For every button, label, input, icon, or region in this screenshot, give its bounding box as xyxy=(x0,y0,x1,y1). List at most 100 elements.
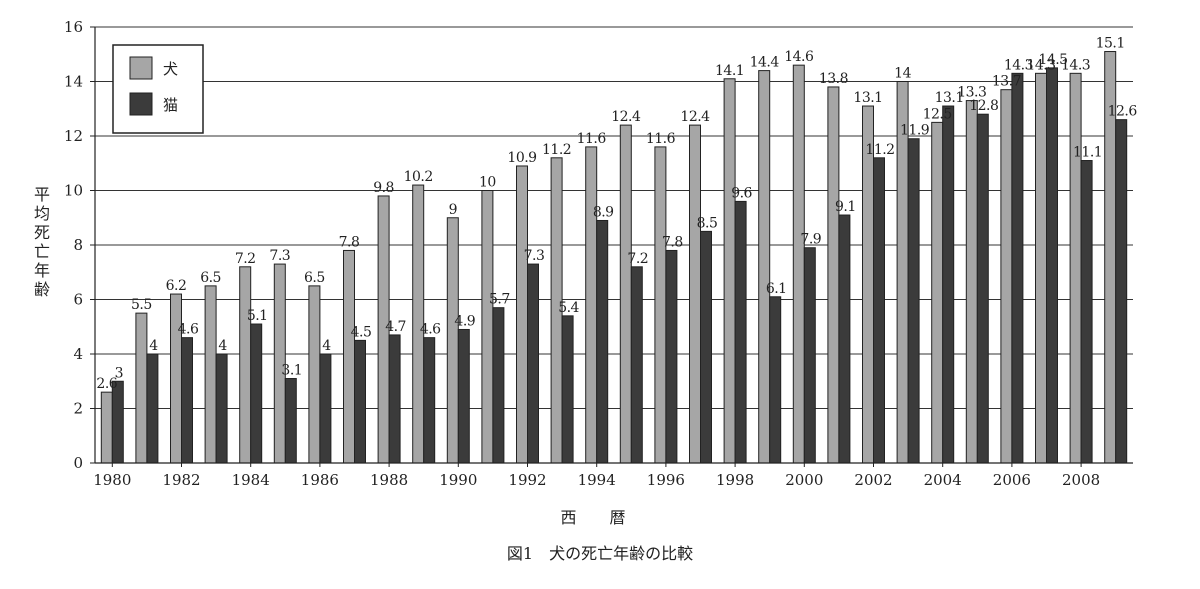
y-axis-label: 平均死亡年齢 xyxy=(33,185,50,299)
bar-cat xyxy=(942,105,955,464)
data-label-dog: 13.3 xyxy=(957,85,986,101)
bar-cat xyxy=(873,157,885,464)
data-label-cat: 9.6 xyxy=(731,185,752,201)
data-label-cat: 4 xyxy=(149,338,158,354)
bar-dog xyxy=(619,124,632,464)
x-tick-label: 1988 xyxy=(370,471,408,489)
data-label-cat: 5.1 xyxy=(247,308,268,324)
data-label-cat: 4.6 xyxy=(420,322,441,338)
data-label-dog: 12.4 xyxy=(611,109,641,125)
data-label-dog: 9.8 xyxy=(373,180,394,196)
gridlines xyxy=(95,26,1133,409)
x-tick-label: 2006 xyxy=(993,471,1031,489)
x-tick-label: 1998 xyxy=(716,471,754,489)
data-label-dog: 6.5 xyxy=(304,270,325,286)
y-tick-label: 8 xyxy=(73,236,83,254)
bar-dog xyxy=(516,165,528,464)
data-label-dog: 11.6 xyxy=(577,131,607,147)
bar-cat xyxy=(976,113,989,464)
data-label-dog: 11.6 xyxy=(646,131,676,147)
x-tick-label: 1996 xyxy=(647,471,685,489)
bar-cat xyxy=(1011,72,1024,464)
bar-dog xyxy=(792,64,805,464)
data-labels: 2.6 5.5 6.2 6.5 7.2 7.3 6.5 7.8 9.8 10.2 9 10 10.9 11… xyxy=(96,36,1137,393)
bar-cat xyxy=(630,266,643,464)
data-label-dog: 10.9 xyxy=(507,150,536,166)
data-label-dog: 13.1 xyxy=(853,90,882,106)
bar-dog xyxy=(689,124,701,464)
bar-dog xyxy=(965,100,978,464)
y-tick-label: 16 xyxy=(64,18,83,36)
bar-dog xyxy=(343,249,355,464)
bar-dog xyxy=(308,285,321,464)
data-label-cat: 7.9 xyxy=(800,232,821,248)
data-label-dog: 14.1 xyxy=(715,63,744,79)
bar-cat xyxy=(146,353,159,464)
data-label-cat: 11.1 xyxy=(1073,145,1102,161)
data-label-cat: 9.1 xyxy=(835,199,856,215)
legend: 犬猫 xyxy=(112,44,204,134)
data-label-dog: 7.2 xyxy=(235,251,256,267)
bar-dog xyxy=(481,190,494,464)
x-tick-label: 2004 xyxy=(924,471,962,489)
bar-dog xyxy=(204,285,217,464)
data-label-cat: 5.4 xyxy=(558,300,579,316)
x-tick-label: 1994 xyxy=(578,471,616,489)
bar-cat xyxy=(838,214,851,464)
x-tick-label: 1980 xyxy=(93,471,131,489)
data-label-dog: 15.1 xyxy=(1096,36,1125,52)
data-label-dog: 13.8 xyxy=(819,71,848,87)
y-tick-label: 14 xyxy=(64,73,83,91)
data-label-cat: 7.8 xyxy=(662,234,683,250)
data-label-cat: 11.2 xyxy=(865,142,894,158)
bar-dog xyxy=(585,146,598,464)
bar-dog xyxy=(654,146,667,464)
bar-cat xyxy=(561,315,574,464)
figure-caption: 図1 犬の死亡年齢の比較 xyxy=(506,544,694,563)
data-label-cat: 7.3 xyxy=(524,248,545,264)
legend-swatch xyxy=(129,56,153,80)
data-label-cat: 3 xyxy=(115,365,123,381)
y-tick-label: 12 xyxy=(64,127,83,145)
data-label-dog: 6.2 xyxy=(166,278,187,294)
bar-cat xyxy=(1046,67,1058,464)
bar-cat xyxy=(734,200,747,464)
bar-dog xyxy=(1000,89,1013,464)
data-label-cat: 12.8 xyxy=(969,98,998,114)
data-label-cat: 3.1 xyxy=(281,363,302,379)
bar-cat xyxy=(215,353,228,464)
data-label-cat: 4.7 xyxy=(385,319,406,335)
bar-dog xyxy=(135,312,148,464)
bar-cat xyxy=(457,328,470,464)
x-tick-label: 1992 xyxy=(508,471,546,489)
data-label-cat: 14.3 xyxy=(1004,57,1033,73)
data-label-dog: 7.3 xyxy=(269,248,290,264)
y-tick-label: 4 xyxy=(73,345,83,363)
data-label-dog: 14.4 xyxy=(750,55,780,71)
data-label-dog: 14.3 xyxy=(1061,57,1090,73)
data-label-cat: 6.1 xyxy=(766,281,787,297)
bar-dog xyxy=(100,391,113,464)
legend-box xyxy=(112,44,204,134)
bar-dog xyxy=(170,293,182,464)
data-label-dog: 12.5 xyxy=(923,106,952,122)
data-label-cat: 12.6 xyxy=(1108,104,1138,120)
data-label-cat: 4.6 xyxy=(178,322,199,338)
data-label-dog: 14.3 xyxy=(1026,57,1055,73)
bar-cat xyxy=(665,249,678,464)
bar-dog xyxy=(758,70,771,464)
bar-cat xyxy=(111,380,124,464)
data-label-dog: 14.6 xyxy=(784,49,814,65)
data-label-cat: 8.9 xyxy=(593,204,614,220)
bar-cat xyxy=(700,230,712,464)
data-label-dog: 9 xyxy=(449,202,457,218)
x-axis-label: 西 暦 xyxy=(560,508,640,527)
bar-cat xyxy=(388,334,401,464)
data-label-dog: 7.8 xyxy=(339,234,360,250)
data-label-cat: 11.9 xyxy=(900,123,929,139)
bar-dog xyxy=(827,86,840,464)
data-label-cat: 4.9 xyxy=(454,313,475,329)
y-tick-label: 2 xyxy=(73,400,83,418)
data-label-cat: 4 xyxy=(218,338,227,354)
x-tick-label: 2000 xyxy=(785,471,823,489)
